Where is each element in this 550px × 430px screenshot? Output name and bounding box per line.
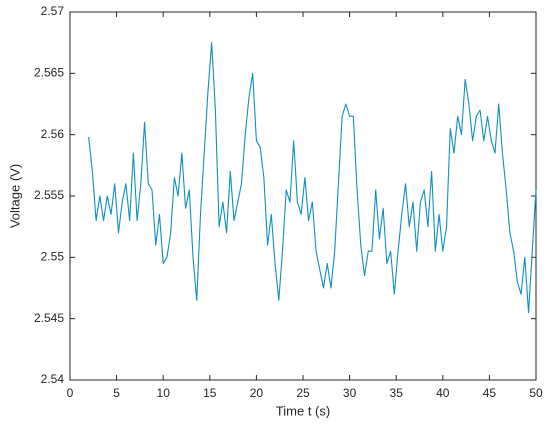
x-tick-label: 25 <box>296 386 310 400</box>
y-tick-label: 2.54 <box>41 372 65 386</box>
y-axis-label: Voltage (V) <box>7 164 22 228</box>
y-tick-label: 2.555 <box>34 188 64 202</box>
x-tick-label: 0 <box>67 386 74 400</box>
x-tick-label: 15 <box>203 386 217 400</box>
x-axis-label: Time t (s) <box>276 403 330 418</box>
x-tick-label: 20 <box>250 386 264 400</box>
data-line <box>88 42 537 314</box>
x-tick-label: 10 <box>157 386 171 400</box>
x-tick-label: 30 <box>343 386 357 400</box>
x-tick-label: 5 <box>113 386 120 400</box>
x-tick-label: 50 <box>529 386 543 400</box>
x-tick-label: 45 <box>483 386 497 400</box>
y-tick-label: 2.57 <box>41 4 65 18</box>
y-tick-label: 2.56 <box>41 127 65 141</box>
x-tick-label: 40 <box>436 386 450 400</box>
y-tick-label: 2.545 <box>34 311 64 325</box>
x-tick-label: 35 <box>390 386 404 400</box>
y-tick-label: 2.565 <box>34 66 64 80</box>
y-tick-label: 2.55 <box>41 250 65 264</box>
